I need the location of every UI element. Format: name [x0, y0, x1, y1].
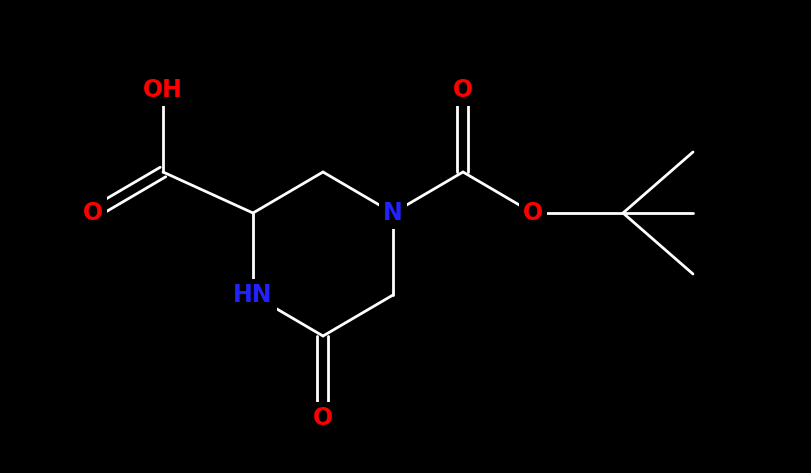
- Text: HN: HN: [233, 283, 272, 307]
- Text: OH: OH: [143, 78, 182, 102]
- Text: O: O: [522, 201, 543, 225]
- Text: N: N: [383, 201, 402, 225]
- Text: O: O: [83, 201, 103, 225]
- Text: O: O: [312, 406, 333, 430]
- Text: O: O: [453, 78, 473, 102]
